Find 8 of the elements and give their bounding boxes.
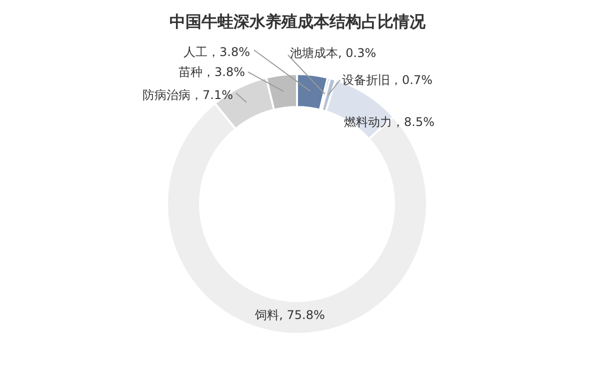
slice-label: 设备折旧，0.7%: [342, 73, 432, 87]
slice-label: 苗种，3.8%: [178, 65, 245, 79]
slice-label: 池塘成本, 0.3%: [290, 46, 376, 60]
slice-label: 饲料, 75.8%: [254, 308, 325, 322]
chart-title: 中国牛蛙深水养殖成本结构占比情况: [170, 12, 426, 31]
slice-label: 防病治病，7.1%: [142, 88, 233, 102]
slice-label: 燃料动力，8.5%: [344, 115, 434, 129]
slice-label: 人工，3.8%: [184, 45, 250, 59]
